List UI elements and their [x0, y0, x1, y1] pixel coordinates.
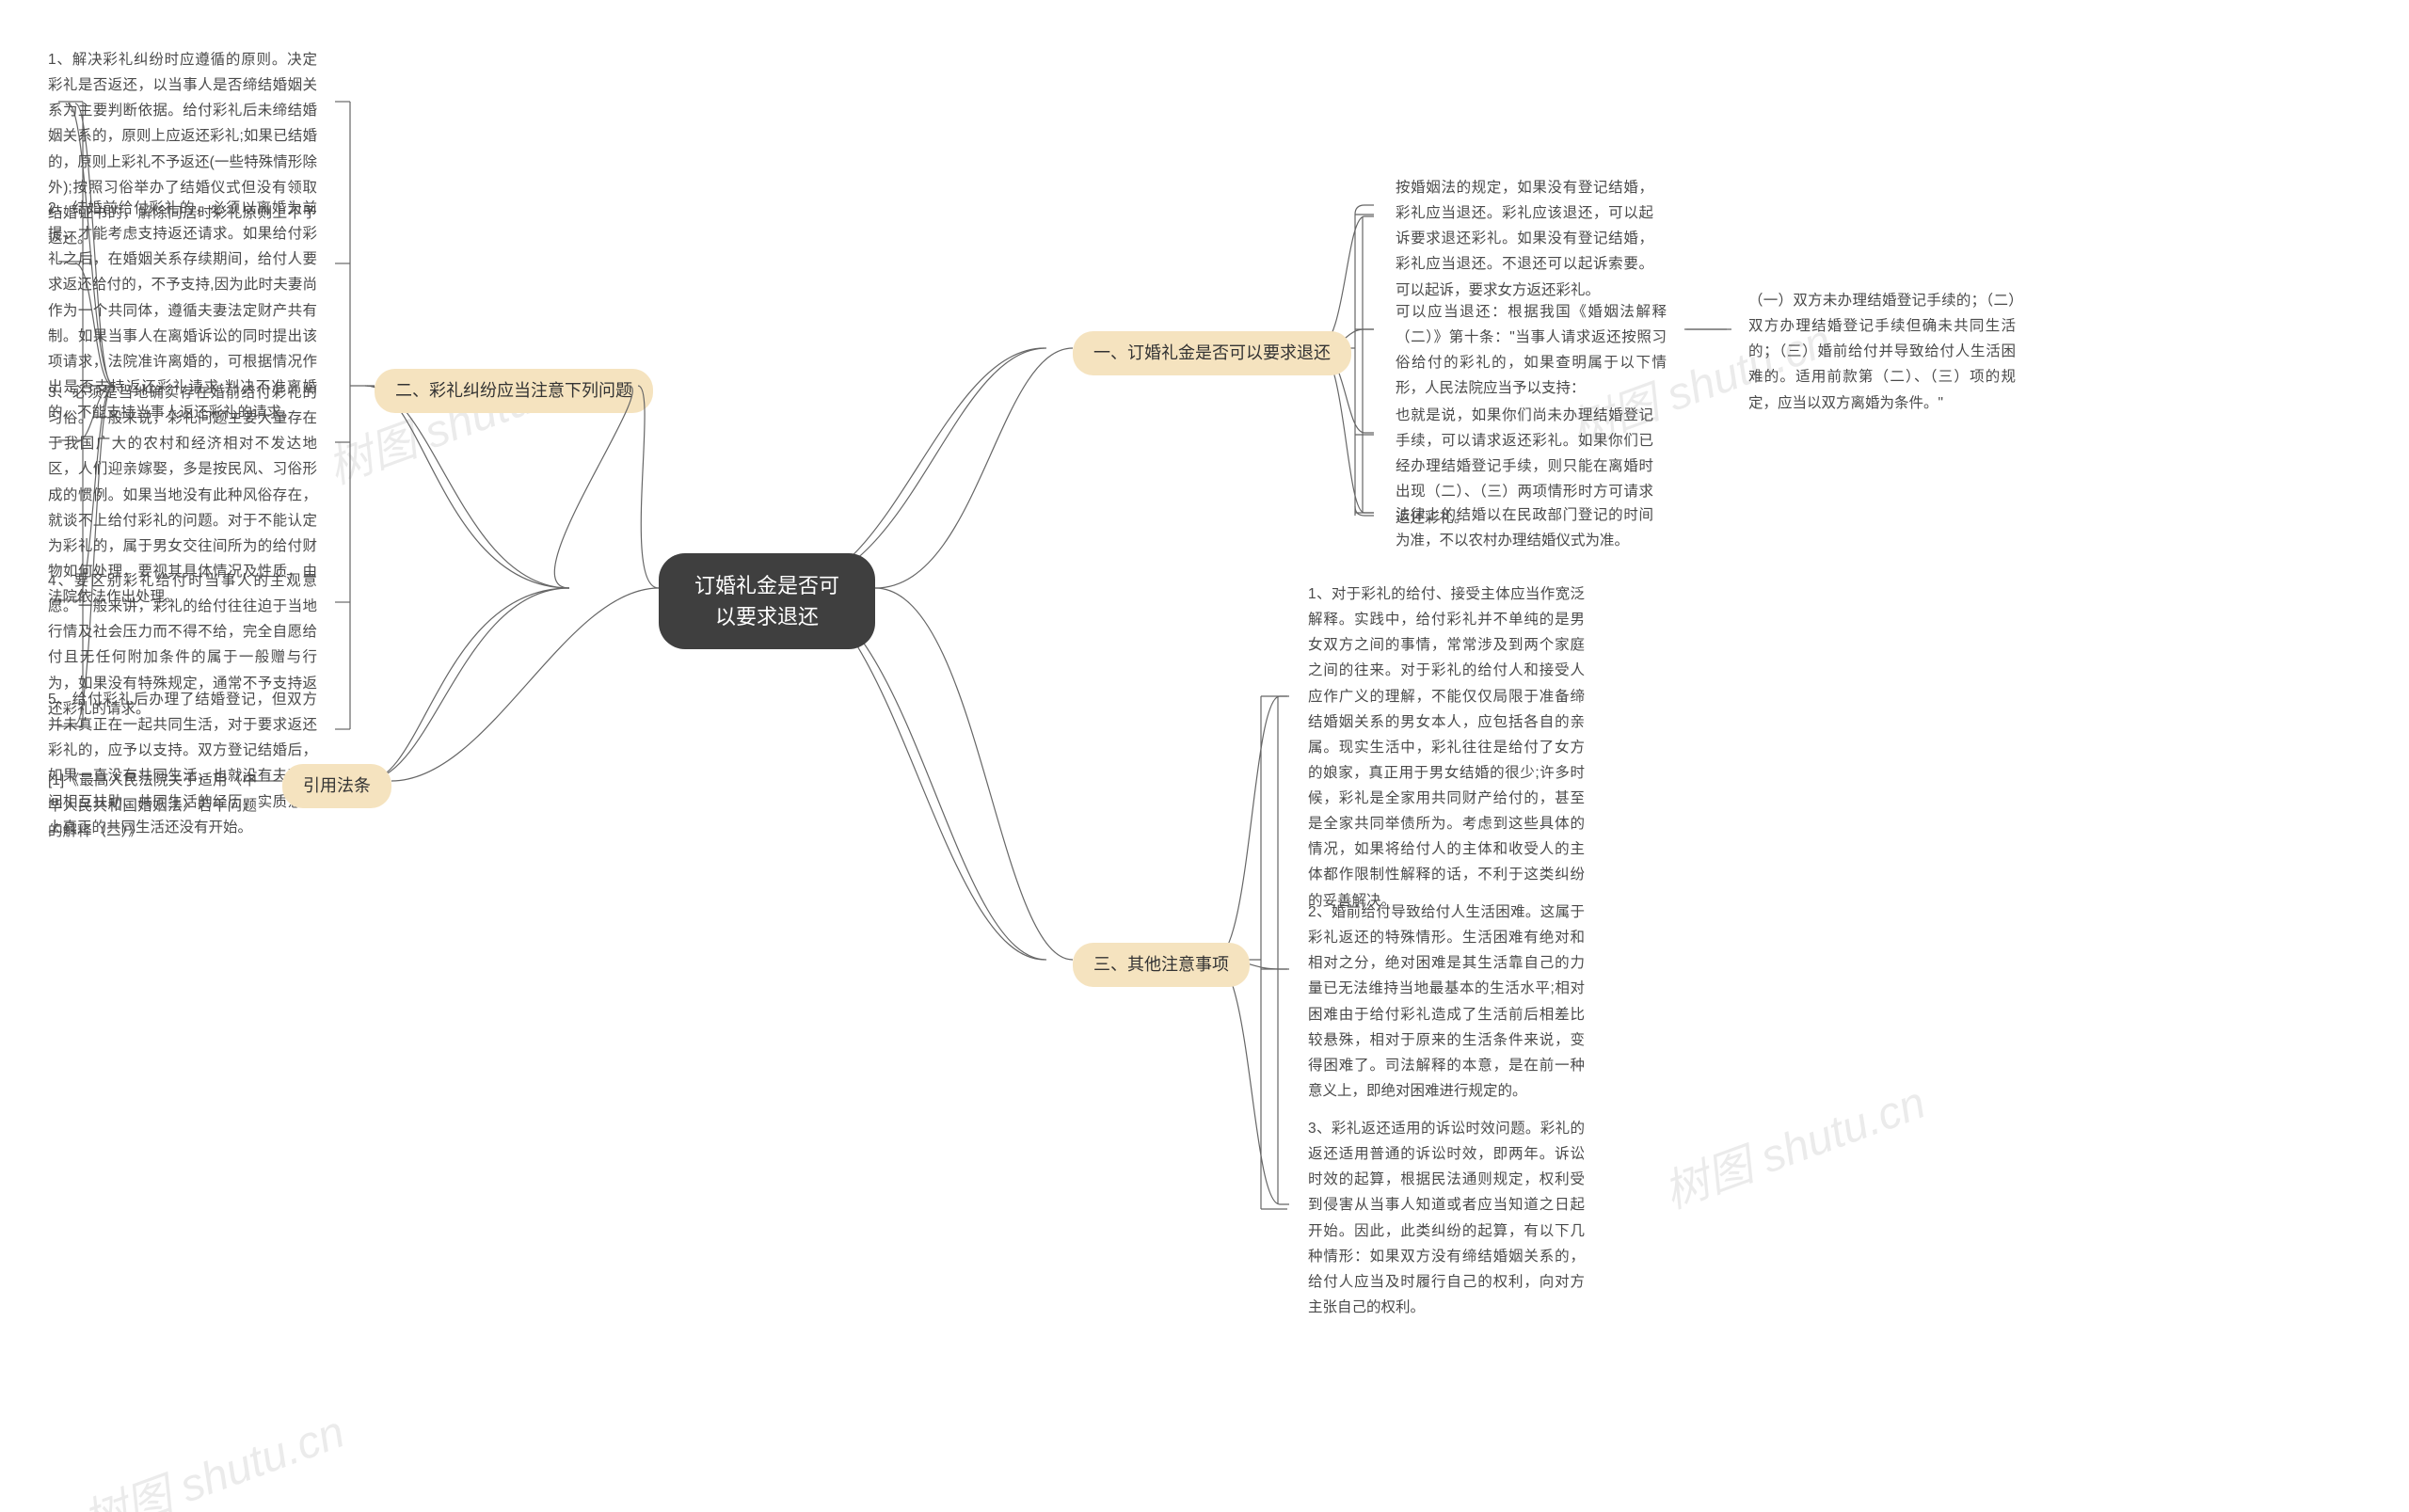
- branch-2: 二、彩礼纠纷应当注意下列问题: [375, 369, 653, 413]
- connector-root-b2-fix: [0, 0, 2409, 1512]
- b1-leaf-1: 按婚姻法的规定，如果没有登记结婚，彩礼应当退还。彩礼应该退还，可以起诉要求退还彩…: [1379, 167, 1670, 310]
- branch-3: 三、其他注意事项: [1073, 943, 1250, 987]
- watermark: 树图 shutu.cn: [317, 341, 597, 496]
- root-node: 订婚礼金是否可以要求退还: [659, 553, 875, 649]
- connector-left-fix: [0, 0, 2409, 1512]
- watermark: 树图 shutu.cn: [1653, 1065, 1933, 1220]
- b1-leaf-2: 可以应当退还：根据我国《婚姻法解释（二）》第十条："当事人请求返还按照习俗给付的…: [1379, 292, 1683, 409]
- connectors-left-final: [0, 0, 2409, 1512]
- b3-leaf-1: 1、对于彩礼的给付、接受主体应当作宽泛解释。实践中，给付彩礼并不单纯的是男女双方…: [1291, 574, 1602, 921]
- b4-leaf-1: [1]《最高人民法院关于适用〈中华人民共和国婚姻法〉若干问题的解释（二）》: [31, 760, 274, 851]
- b3-leaf-2: 2、婚前给付导致给付人生活困难。这属于彩礼返还的特殊情形。生活困难有绝对和相对之…: [1291, 892, 1602, 1111]
- connectors-final: [0, 0, 2409, 1512]
- watermark: 树图 shutu.cn: [72, 1394, 352, 1512]
- b3-leaf-3: 3、彩礼返还适用的诉讼时效问题。彩礼的返还适用普通的诉讼时效，即两年。诉讼时效的…: [1291, 1108, 1602, 1328]
- branch-4: 引用法条: [282, 764, 391, 808]
- connector-b2-fix: [0, 0, 2409, 1512]
- connector-lines-main: [0, 0, 2409, 1512]
- branch-1: 一、订婚礼金是否可以要求退还: [1073, 331, 1351, 375]
- connector-lines: [0, 0, 2409, 1512]
- b1-leaf-4: 法律上的结婚以在民政部门登记的时间为准，不以农村办理结婚仪式为准。: [1379, 495, 1670, 561]
- b1-leaf-2-sub: （一）双方未办理结婚登记手续的；（二）双方办理结婚登记手续但确未共同生活的；（三…: [1731, 280, 2033, 423]
